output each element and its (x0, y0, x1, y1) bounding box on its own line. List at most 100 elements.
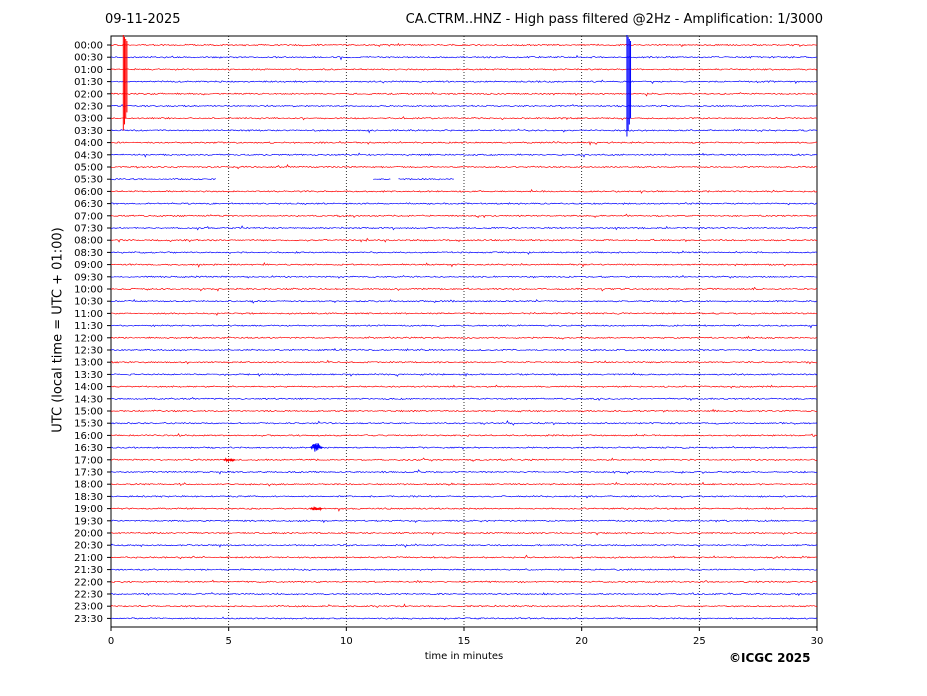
x-axis-label: time in minutes (424, 651, 504, 662)
trace-line (110, 188, 818, 194)
y-tick-label: 03:30 (74, 126, 103, 137)
y-tick-label: 08:30 (74, 248, 103, 259)
x-tick-label: 20 (575, 636, 588, 647)
date-label: 09-11-2025 (105, 12, 181, 27)
y-tick-label: 19:30 (74, 516, 103, 527)
trace-line (110, 54, 818, 61)
y-tick-label: 12:30 (74, 346, 103, 357)
trace-line (110, 42, 818, 48)
trace-line (110, 579, 818, 584)
trace-line (110, 433, 818, 438)
trace-line (110, 225, 818, 231)
y-tick-label: 01:00 (74, 65, 103, 76)
y-tick-label: 17:00 (74, 455, 103, 466)
trace-line (110, 603, 818, 608)
y-tick-label: 05:00 (74, 163, 103, 174)
event-burst (223, 457, 236, 463)
trace-line (110, 104, 818, 108)
x-tick-label: 30 (811, 636, 824, 647)
y-tick-label: 13:00 (74, 358, 103, 369)
trace-line (110, 616, 818, 621)
trace-line (110, 116, 818, 121)
y-tick-label: 04:30 (74, 150, 103, 161)
trace-line (110, 519, 818, 524)
trace-line (110, 408, 818, 413)
y-tick-label: 14:00 (74, 382, 103, 393)
y-tick-label: 08:00 (74, 236, 103, 247)
trace-line (110, 163, 818, 170)
x-tick-label: 5 (225, 636, 231, 647)
trace-line (110, 419, 818, 426)
trace-line (110, 298, 818, 304)
trace-line (110, 568, 818, 571)
y-tick-label: 22:00 (74, 577, 103, 588)
trace-line (110, 348, 818, 352)
trace-line (110, 237, 818, 243)
y-tick-label: 17:30 (74, 468, 103, 479)
y-tick-label: 12:00 (74, 333, 103, 344)
y-tick-label: 21:00 (74, 553, 103, 564)
trace-line (110, 457, 818, 462)
y-tick-label: 20:00 (74, 529, 103, 540)
y-tick-label: 15:00 (74, 407, 103, 418)
y-tick-label: 10:30 (74, 297, 103, 308)
x-tick-label: 15 (458, 636, 471, 647)
y-tick-label: 23:30 (74, 614, 103, 625)
x-tick-label: 10 (340, 636, 353, 647)
y-tick-label: 14:30 (74, 394, 103, 405)
y-tick-label: 22:30 (74, 590, 103, 601)
trace-line (110, 128, 818, 134)
trace-line (110, 177, 455, 181)
trace-line (110, 554, 818, 560)
y-tick-label: 02:00 (74, 89, 103, 100)
y-tick-label: 11:30 (74, 321, 103, 332)
trace-line (110, 335, 818, 340)
y-tick-label: 19:00 (74, 504, 103, 515)
trace-line (110, 446, 818, 450)
trace-line (110, 286, 818, 292)
y-tick-label: 07:30 (74, 224, 103, 235)
trace-line (110, 202, 818, 206)
event-burst (310, 443, 323, 452)
y-tick-label: 07:00 (74, 211, 103, 222)
plot-frame (110, 35, 818, 628)
y-tick-label: 05:30 (74, 175, 103, 186)
y-tick-label: 00:30 (74, 53, 103, 64)
y-tick-label: 18:30 (74, 492, 103, 503)
trace-line (110, 543, 818, 548)
trace-line (110, 506, 818, 512)
trace-line (110, 359, 818, 365)
y-tick-label: 15:30 (74, 419, 103, 430)
trace-line (110, 384, 818, 389)
trace-line (110, 481, 818, 487)
y-tick-label: 00:00 (74, 41, 103, 52)
y-tick-label: 03:00 (74, 114, 103, 125)
copyright-label: ©ICGC 2025 (729, 651, 811, 665)
y-tick-label: 20:30 (74, 541, 103, 552)
event-burst (310, 506, 323, 512)
y-tick-label: 04:00 (74, 138, 103, 149)
trace-line (110, 372, 818, 377)
trace-line (110, 213, 818, 219)
x-tick-label: 25 (693, 636, 706, 647)
y-tick-label: 10:00 (74, 285, 103, 296)
y-tick-label: 06:30 (74, 199, 103, 210)
y-tick-label: 21:30 (74, 565, 103, 576)
trace-line (110, 262, 818, 268)
trace-line (110, 531, 818, 536)
trace-line (110, 250, 818, 255)
y-tick-label: 16:00 (74, 431, 103, 442)
trace-line (110, 91, 818, 97)
trace-line (110, 397, 818, 401)
y-tick-label: 01:30 (74, 77, 103, 88)
y-tick-label: 09:00 (74, 260, 103, 271)
trace-line (110, 140, 818, 146)
chart-title: CA.CTRM..HNZ - High pass filtered @2Hz -… (405, 12, 823, 27)
trace-line (110, 79, 818, 85)
y-tick-label: 13:30 (74, 370, 103, 381)
trace-line (110, 311, 818, 316)
y-tick-label: 06:00 (74, 187, 103, 198)
trace-line (110, 324, 818, 329)
y-tick-label: 18:00 (74, 480, 103, 491)
